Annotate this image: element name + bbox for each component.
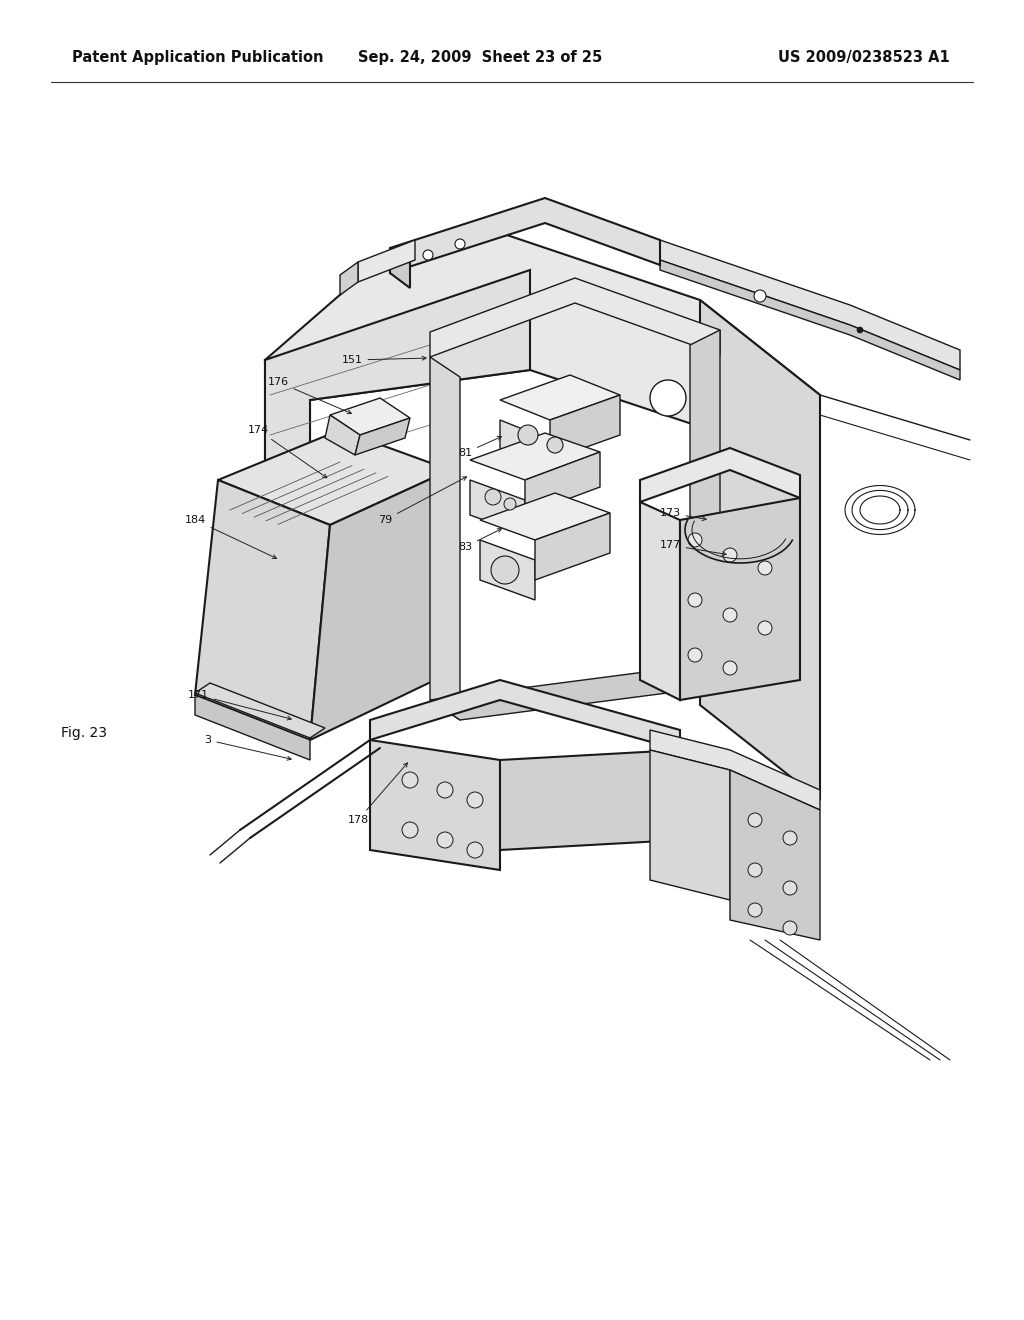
Polygon shape: [660, 260, 961, 380]
Circle shape: [467, 792, 483, 808]
Polygon shape: [195, 682, 325, 738]
Circle shape: [857, 327, 863, 333]
Circle shape: [783, 832, 797, 845]
Circle shape: [437, 832, 453, 847]
Circle shape: [754, 290, 766, 302]
Polygon shape: [195, 480, 330, 741]
Circle shape: [688, 593, 702, 607]
Circle shape: [650, 380, 686, 416]
Circle shape: [467, 842, 483, 858]
Text: 151: 151: [341, 355, 426, 366]
Text: Fig. 23: Fig. 23: [61, 726, 106, 739]
Circle shape: [518, 425, 538, 445]
Circle shape: [758, 561, 772, 576]
Polygon shape: [500, 420, 550, 480]
Polygon shape: [430, 356, 460, 719]
Circle shape: [723, 609, 737, 622]
Text: 177: 177: [659, 540, 726, 556]
Polygon shape: [325, 414, 360, 455]
Text: Sep. 24, 2009  Sheet 23 of 25: Sep. 24, 2009 Sheet 23 of 25: [357, 50, 602, 65]
Text: 174: 174: [248, 425, 327, 478]
Polygon shape: [550, 395, 620, 459]
Text: 176: 176: [267, 378, 351, 413]
Polygon shape: [535, 513, 610, 579]
Circle shape: [748, 863, 762, 876]
Circle shape: [402, 822, 418, 838]
Polygon shape: [680, 498, 800, 700]
Polygon shape: [500, 750, 680, 850]
Polygon shape: [430, 671, 690, 719]
Circle shape: [437, 781, 453, 799]
Polygon shape: [500, 375, 620, 420]
Text: 79: 79: [378, 477, 467, 525]
Polygon shape: [340, 261, 358, 294]
Circle shape: [490, 556, 519, 583]
Polygon shape: [650, 750, 730, 900]
Polygon shape: [355, 418, 410, 455]
Polygon shape: [310, 470, 450, 741]
Polygon shape: [265, 230, 820, 440]
Text: 184: 184: [184, 515, 276, 558]
Polygon shape: [370, 741, 500, 870]
Text: 173: 173: [659, 508, 707, 520]
Text: Patent Application Publication: Patent Application Publication: [72, 50, 324, 65]
Circle shape: [758, 620, 772, 635]
Polygon shape: [690, 330, 720, 675]
Circle shape: [402, 772, 418, 788]
Polygon shape: [640, 447, 800, 502]
Polygon shape: [480, 492, 610, 540]
Polygon shape: [470, 433, 600, 480]
Polygon shape: [330, 399, 410, 436]
Polygon shape: [700, 300, 820, 800]
Circle shape: [504, 498, 516, 510]
Text: 3: 3: [205, 735, 291, 760]
Polygon shape: [650, 730, 820, 810]
Circle shape: [783, 880, 797, 895]
Polygon shape: [430, 279, 720, 356]
Polygon shape: [265, 360, 310, 741]
Text: 81: 81: [458, 437, 502, 458]
Text: 178: 178: [347, 763, 408, 825]
Circle shape: [783, 921, 797, 935]
Text: 171: 171: [187, 690, 291, 719]
Circle shape: [688, 533, 702, 546]
Polygon shape: [660, 240, 961, 370]
Polygon shape: [730, 770, 820, 940]
Polygon shape: [390, 248, 410, 288]
Polygon shape: [195, 696, 310, 760]
Circle shape: [423, 249, 433, 260]
Circle shape: [455, 239, 465, 249]
Polygon shape: [265, 271, 530, 741]
Polygon shape: [525, 451, 600, 515]
Polygon shape: [370, 680, 680, 750]
Polygon shape: [470, 480, 525, 535]
Text: US 2009/0238523 A1: US 2009/0238523 A1: [778, 50, 950, 65]
Polygon shape: [640, 502, 680, 700]
Polygon shape: [358, 240, 415, 282]
Circle shape: [485, 488, 501, 506]
Circle shape: [723, 548, 737, 562]
Circle shape: [547, 437, 563, 453]
Text: 83: 83: [458, 529, 502, 552]
Circle shape: [748, 903, 762, 917]
Polygon shape: [480, 540, 535, 601]
Polygon shape: [390, 198, 660, 273]
Circle shape: [723, 661, 737, 675]
Circle shape: [688, 648, 702, 663]
Circle shape: [748, 813, 762, 828]
Polygon shape: [218, 430, 450, 525]
